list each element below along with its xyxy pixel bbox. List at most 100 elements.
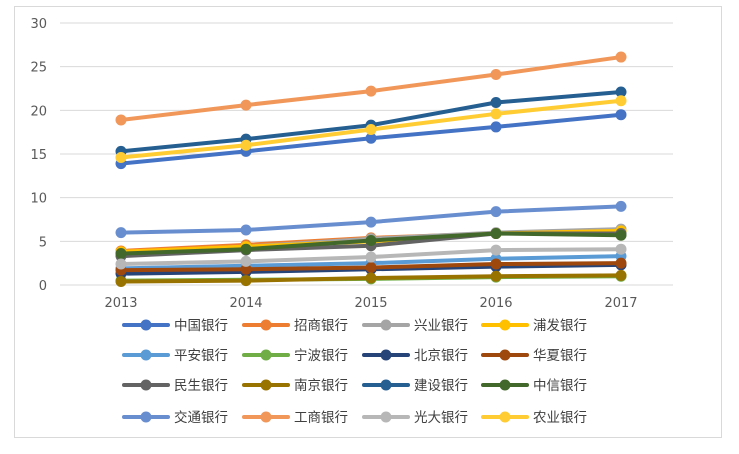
x-tick-label: 2016 [479,296,512,311]
y-tick-label: 30 [30,17,47,32]
legend-item: 中国银行 [122,318,228,334]
legend-label: 兴业银行 [414,318,468,334]
legend-swatch-marker [260,349,272,361]
legend-swatch-marker [140,349,152,361]
data-point [490,96,502,108]
data-point [490,270,502,282]
data-point [365,251,377,263]
data-point [615,229,627,241]
legend-item: 华夏银行 [481,348,587,364]
legend-swatch-marker [260,319,272,331]
data-point [240,263,252,275]
data-point [240,243,252,255]
data-point [365,85,377,97]
data-point [615,257,627,269]
legend-swatch-marker [499,319,511,331]
data-point [240,255,252,267]
legend-label: 平安银行 [174,348,228,364]
legend-swatch-marker [260,411,272,423]
series-农业银行 [115,95,627,163]
x-tick-label: 2017 [604,296,637,311]
legend-item: 农业银行 [481,410,587,426]
legend-label: 光大银行 [414,410,468,426]
legend-item: 平安银行 [122,348,228,364]
legend-label: 中国银行 [174,318,228,334]
x-tick-label: 2015 [354,296,387,311]
data-point [115,114,127,126]
legend-item: 南京银行 [242,378,348,394]
legend-item: 建设银行 [362,378,468,394]
legend-swatch-marker [380,411,392,423]
legend-swatch-marker [499,379,511,391]
y-tick-label: 10 [30,192,47,207]
legend-item: 民生银行 [122,378,228,394]
series-华夏银行 [115,257,627,276]
data-point [615,95,627,107]
series-南京银行 [115,269,627,288]
data-point [615,200,627,212]
data-point [115,258,127,270]
series-工商银行 [115,51,627,126]
data-point [490,121,502,133]
data-point [490,244,502,256]
data-point [490,227,502,239]
data-point [240,275,252,287]
legend-label: 招商银行 [294,318,348,334]
legend-swatch-marker [380,379,392,391]
legend-swatch-marker [260,379,272,391]
data-point [615,51,627,63]
y-tick-label: 20 [30,104,47,119]
legend-item: 中信银行 [481,378,587,394]
data-point [490,69,502,81]
data-point [365,272,377,284]
legend-label: 南京银行 [294,378,348,394]
legend-item: 浦发银行 [481,318,587,334]
legend-item: 兴业银行 [362,318,468,334]
legend-swatch-marker [140,379,152,391]
legend-item: 光大银行 [362,410,468,426]
legend-label: 工商银行 [294,410,348,426]
data-point [365,132,377,144]
legend-label: 交通银行 [174,409,228,426]
chart-frame: 0 5 10 15 20 25 30 2013 2014 2015 2016 2017 中国银行 招商… [14,6,722,438]
y-tick-label: 15 [30,148,47,163]
legend-label: 华夏银行 [533,348,587,364]
legend-swatch-marker [499,349,511,361]
data-point [365,124,377,136]
y-tick-label: 25 [30,61,47,76]
data-point [365,234,377,246]
data-point [115,227,127,239]
legend-label: 北京银行 [414,348,468,364]
data-point [115,276,127,288]
legend-label: 浦发银行 [533,318,587,334]
legend-item: 宁波银行 [242,347,348,364]
y-axis-ticks: 0 5 10 15 20 25 30 [30,17,47,294]
data-point [365,262,377,274]
series-交通银行 [115,200,627,239]
legend-item: 招商银行 [242,318,348,334]
y-tick-label: 5 [39,235,47,250]
series-lines [115,51,627,288]
data-point [240,224,252,236]
data-point [490,206,502,218]
legend-swatch-marker [499,411,511,423]
x-tick-label: 2014 [229,296,262,311]
data-point [115,151,127,163]
legend-item: 北京银行 [362,348,468,364]
legend-swatch-marker [140,319,152,331]
data-point [615,243,627,255]
legend-swatch-marker [380,349,392,361]
legend-item: 交通银行 [122,409,228,426]
data-point [240,139,252,151]
data-point [615,269,627,281]
legend-label: 民生银行 [174,378,228,394]
legend-label: 建设银行 [414,378,468,394]
x-tick-label: 2013 [104,296,137,311]
x-axis-ticks: 2013 2014 2015 2016 2017 [104,296,637,311]
y-tick-label: 0 [39,279,47,294]
legend-swatch-marker [380,319,392,331]
line-chart: 0 5 10 15 20 25 30 2013 2014 2015 2016 2017 中国银行 招商… [30,17,673,426]
legend-item: 工商银行 [242,410,348,426]
data-point [615,109,627,121]
